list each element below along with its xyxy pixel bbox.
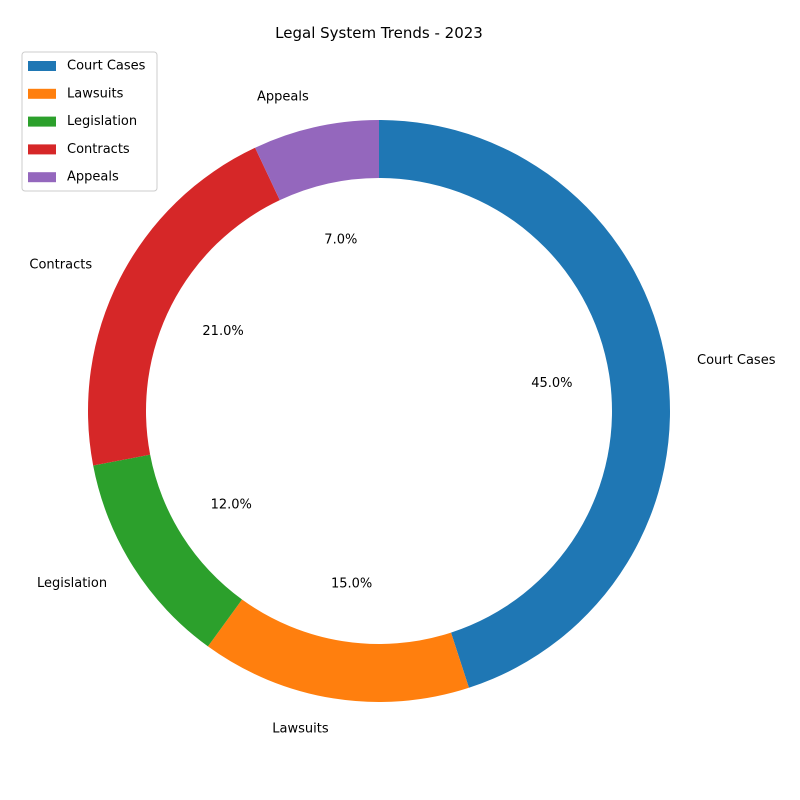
legend: Court Cases Lawsuits Legislation Contracts A… <box>21 51 158 192</box>
slice-lawsuits <box>207 599 469 702</box>
legend-swatch-appeals <box>28 172 56 183</box>
category-label-court-cases: Court Cases <box>697 353 776 368</box>
percent-label-legislation: 12.0% <box>211 497 252 512</box>
legend-swatch-court-cases <box>28 61 56 71</box>
legend-label-legislation: Legislation <box>67 114 137 129</box>
legend-swatch-legislation <box>28 116 56 127</box>
category-label-appeals: Appeals <box>257 89 309 104</box>
percent-labels: 45.0% 15.0% 12.0% 21.0% 7.0% <box>202 233 572 592</box>
percent-label-appeals: 7.0% <box>324 233 357 248</box>
legend-swatch-contracts <box>28 144 56 155</box>
legend-label-lawsuits: Lawsuits <box>67 86 124 101</box>
chart-title: Legal System Trends - 2023 <box>275 24 483 42</box>
percent-label-court-cases: 45.0% <box>531 376 572 391</box>
percent-label-lawsuits: 15.0% <box>331 576 372 591</box>
legend-frame <box>21 51 158 192</box>
slices <box>87 120 670 702</box>
category-label-lawsuits: Lawsuits <box>272 722 329 737</box>
legend-swatch-lawsuits <box>28 88 56 99</box>
category-label-contracts: Contracts <box>29 257 92 272</box>
percent-label-contracts: 21.0% <box>202 324 243 339</box>
legend-label-contracts: Contracts <box>67 142 130 157</box>
category-label-legislation: Legislation <box>37 576 107 591</box>
legend-label-appeals: Appeals <box>67 170 119 185</box>
slice-appeals <box>255 120 379 201</box>
slice-court-cases <box>379 120 670 688</box>
slice-legislation <box>93 454 243 647</box>
category-labels: Court Cases Lawsuits Legislation Contracts A… <box>29 89 775 736</box>
slice-contracts <box>87 147 280 466</box>
legend-label-court-cases: Court Cases <box>67 59 146 74</box>
